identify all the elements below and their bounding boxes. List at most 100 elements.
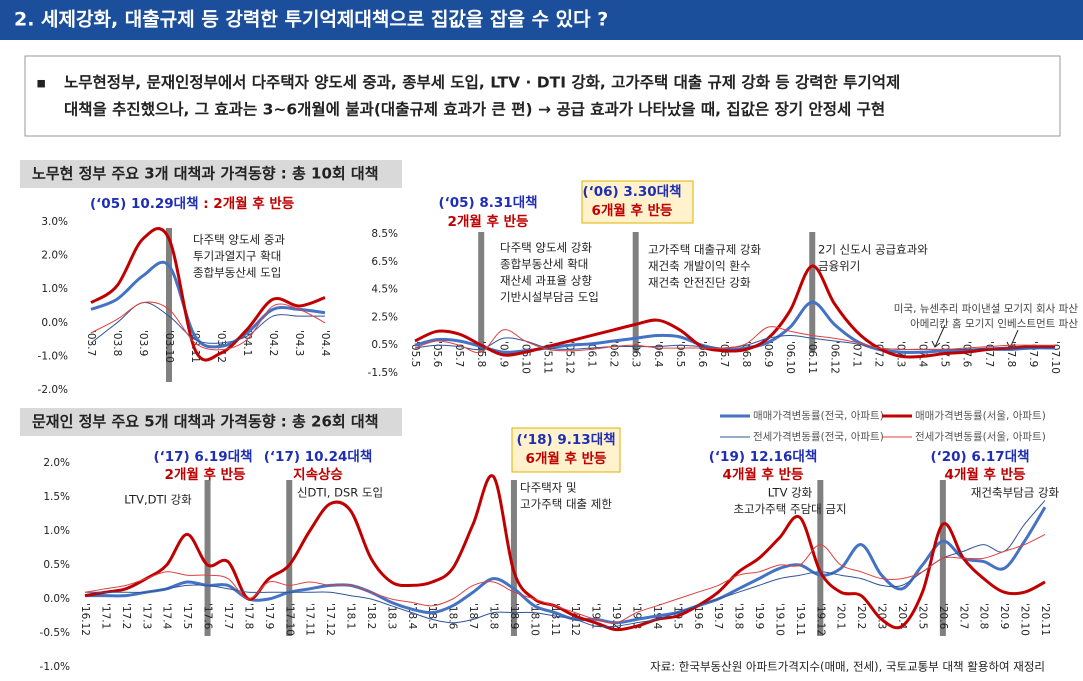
annotation-note: 재건축 개발이익 환수: [648, 259, 751, 273]
x-tick-label: '05.6: [431, 341, 443, 368]
y-tick-label: 4.5%: [371, 284, 398, 296]
policy-marker: [166, 228, 172, 382]
policy-marker: [286, 480, 293, 636]
series-line: [414, 264, 1056, 359]
annotation-sub: 4개월 후 반등: [945, 466, 1026, 483]
x-tick-label: '18.8: [488, 603, 500, 629]
x-tick-label: '06.3: [630, 341, 642, 367]
x-tick-label: '17.2: [120, 603, 132, 629]
x-tick-label: '04.3: [293, 330, 305, 356]
annotation-note: 2기 신도시 공급효과와: [818, 243, 928, 257]
legend-label: 전세가격변동률(서울, 아파트): [915, 430, 1046, 443]
x-tick-label: '18.3: [385, 603, 397, 629]
x-tick-label: '07.6: [961, 341, 973, 368]
x-tick-label: '20.5: [916, 603, 928, 629]
y-tick-label: -2.0%: [38, 384, 68, 396]
x-tick-label: '06.12: [828, 341, 840, 374]
x-tick-label: '06.11: [806, 341, 818, 374]
y-tick-label: 0.5%: [43, 559, 70, 571]
x-tick-label: '05.7: [453, 341, 465, 367]
section-label-box: [20, 408, 402, 436]
y-tick-label: 6.5%: [371, 256, 398, 268]
x-tick-label: '20.11: [1039, 603, 1051, 636]
series-line: [90, 302, 325, 344]
x-tick-label: '06.4: [652, 341, 664, 368]
x-tick-label: '18.2: [365, 603, 377, 629]
x-tick-label: '17.10: [283, 603, 295, 636]
x-tick-label: '03.8: [111, 330, 123, 356]
y-tick-label: 8.5%: [371, 228, 398, 240]
x-tick-label: '03.7: [85, 330, 97, 356]
annotation-title: (‘19) 12.16대책: [709, 449, 818, 465]
x-tick-label: '07.7: [983, 341, 995, 367]
x-tick-label: '19.9: [753, 603, 765, 629]
y-tick-label: 0.0%: [43, 593, 70, 605]
y-tick-label: -0.5%: [40, 627, 70, 639]
x-tick-label: '07.3: [895, 341, 907, 367]
x-tick-label: '20.8: [978, 603, 990, 629]
x-tick-label: '03.9: [137, 330, 149, 356]
x-tick-label: '03.10: [163, 330, 175, 363]
legend-label: 전세가격변동률(전국, 아파트): [753, 430, 884, 443]
annotation-note: 아메리칸 홈 모기지 인베스트먼트 파산: [910, 317, 1078, 330]
annotation-sub: 2개월 후 반등: [448, 213, 529, 230]
x-tick-label: '20.1: [835, 603, 847, 629]
x-tick-label: '06.7: [718, 341, 730, 367]
series-line: [90, 301, 326, 351]
series-line: [90, 227, 326, 362]
annotation-note: LTV 강화: [768, 486, 813, 500]
annotation-note: 신DTI, DSR 도입: [297, 486, 383, 500]
annotation-title: (‘17) 10.24대책: [264, 449, 373, 465]
x-tick-label: '19.11: [794, 603, 806, 636]
policy-marker: [478, 232, 485, 352]
x-tick-label: '17.11: [304, 603, 316, 636]
series-line: [414, 334, 1055, 351]
annotation-note: 재건축 안전진단 강화: [648, 276, 751, 290]
section-label: 노무현 정부 주요 3개 대책과 가격동향 : 총 10회 대책: [32, 165, 379, 183]
annotation-note: 다주택 양도세 중과: [193, 233, 285, 247]
x-tick-label: '20.10: [1019, 603, 1031, 636]
annotation-sub: : 2개월 후 반등: [199, 195, 295, 212]
legend-label: 매매가격변동률(전국, 아파트): [753, 409, 884, 422]
annotation-sub: 지속상승: [293, 467, 343, 483]
series-line: [414, 300, 1056, 354]
x-tick-label: '18.7: [467, 603, 479, 629]
x-tick-label: '06.9: [762, 341, 774, 367]
x-tick-label: '20.6: [937, 603, 949, 630]
summary-box: [24, 55, 1061, 137]
y-tick-label: 1.0%: [43, 525, 70, 537]
x-tick-label: '17.1: [99, 603, 111, 629]
x-tick-label: '07.4: [917, 341, 929, 368]
x-tick-label: '20.2: [855, 603, 867, 629]
x-tick-label: '04.2: [267, 330, 279, 356]
legend-label: 매매가격변동률(서울, 아파트): [915, 409, 1046, 422]
x-tick-label: '17.4: [161, 603, 173, 630]
x-tick-label: '18.5: [426, 603, 438, 629]
y-tick-label: 2.0%: [43, 457, 70, 469]
annotation-sub: 2개월 후 반등: [165, 466, 246, 483]
x-tick-label: '04.4: [319, 330, 331, 357]
x-tick-label: '17.7: [222, 603, 234, 629]
policy-marker: [817, 480, 824, 636]
x-tick-label: '05.10: [519, 341, 531, 374]
annotation-note: 재건축부담금 강화: [971, 486, 1060, 500]
x-tick-label: '18.10: [528, 603, 540, 636]
policy-marker: [809, 232, 816, 352]
x-tick-label: '06.10: [784, 341, 796, 374]
x-tick-label: '20.9: [998, 603, 1010, 629]
annotation-note: 기반시설부담금 도입: [500, 290, 599, 304]
x-tick-label: '18.9: [508, 603, 520, 629]
x-tick-label: '17.6: [202, 603, 214, 630]
policy-marker: [510, 480, 517, 636]
annotation-note: 종합부동산세 확대: [500, 257, 588, 271]
x-tick-label: '17.3: [140, 603, 152, 629]
y-tick-label: 1.0%: [41, 283, 68, 295]
annotation-sub: 4개월 후 반등: [723, 466, 804, 483]
annotation-box: [581, 180, 694, 224]
x-tick-label: '18.1: [345, 603, 357, 629]
x-tick-label: '19.12: [814, 603, 826, 636]
y-tick-label: 2.5%: [371, 311, 398, 323]
annotation-title: (‘06) 3.30대책: [582, 184, 681, 200]
source: 자료: 한국부동산원 아파트가격지수(매매, 전세), 국토교통부 대책 활용하…: [650, 660, 1045, 674]
y-tick-label: 3.0%: [41, 216, 68, 228]
